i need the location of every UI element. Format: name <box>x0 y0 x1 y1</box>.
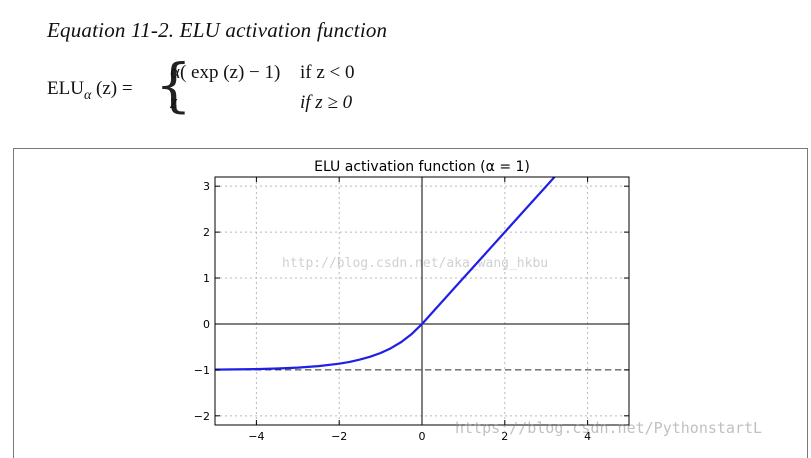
x-tick-label: 4 <box>584 430 591 443</box>
corner-watermark: https://blog.csdn.net/PythonstartL <box>455 419 763 437</box>
chart-watermark: http://blog.csdn.net/aka_wang_hkbu <box>282 256 548 271</box>
y-tick-label: 2 <box>203 226 210 239</box>
x-tick-label: 2 <box>501 430 508 443</box>
formula-lhs-name: ELU <box>47 78 84 99</box>
formula-brace: { <box>155 51 192 119</box>
y-tick-label: −1 <box>194 364 210 377</box>
y-tick-label: −2 <box>194 410 210 423</box>
y-tick-label: 1 <box>203 272 210 285</box>
elu-curve <box>214 176 556 371</box>
figure-frame <box>13 148 808 458</box>
formula-case1-cond: if z < 0 <box>300 62 355 83</box>
x-tick-label: 0 <box>419 430 426 443</box>
chart-title: ELU activation function (α = 1) <box>314 159 530 175</box>
y-tick-label: 3 <box>203 180 210 193</box>
reference-lines-layer <box>215 177 629 425</box>
formula-lhs: ELUα (z) = <box>47 78 133 104</box>
formula-case2-expr: z <box>170 92 178 113</box>
elu-chart: http://blog.csdn.net/aka_wang_hkbu −4 −2 0… <box>194 159 630 443</box>
elu-formula: ELUα (z) = { α( exp (z) − 1) if z < 0 z … <box>47 56 467 124</box>
x-tick-label: −4 <box>248 430 264 443</box>
series-layer <box>214 176 556 371</box>
formula-lhs-arg: (z) = <box>91 78 133 99</box>
formula-case1-expr: α( exp (z) − 1) <box>170 62 281 83</box>
equation-title: Equation 11-2. ELU activation function <box>47 18 388 42</box>
formula-lhs-subscript: α <box>83 87 92 103</box>
formula-case2-cond: if z ≥ 0 <box>300 92 353 113</box>
x-tick-label: −2 <box>331 430 347 443</box>
y-tick-label: 0 <box>203 318 210 331</box>
tick-layer: −4 −2 0 2 4 −2 −1 0 1 2 3 <box>194 177 629 443</box>
